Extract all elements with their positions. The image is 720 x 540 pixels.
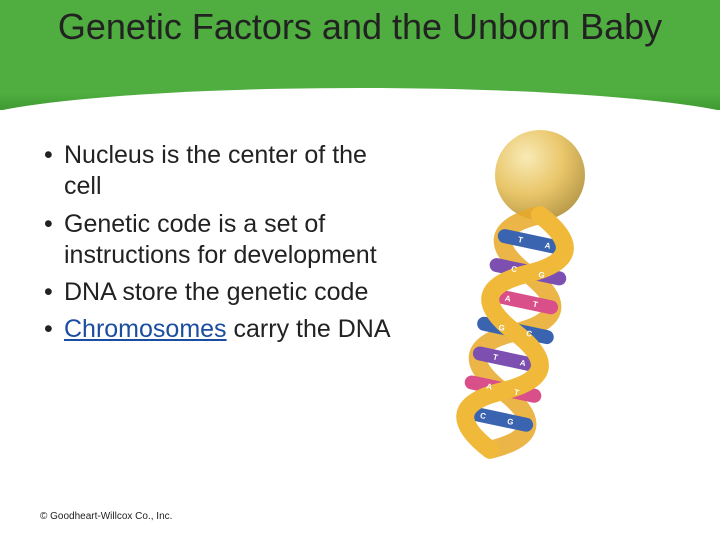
- bullet-item: Genetic code is a set of instructions fo…: [40, 209, 400, 272]
- bullet-item: Nucleus is the center of the cell: [40, 140, 400, 203]
- content-area: Nucleus is the center of the cell Geneti…: [40, 140, 400, 352]
- bullet-text: Nucleus is the center of the cell: [64, 141, 367, 200]
- bullet-list: Nucleus is the center of the cell Geneti…: [40, 140, 400, 346]
- bullet-text: Genetic code is a set of instructions fo…: [64, 210, 377, 269]
- dna-figure: TA CG AT GC TA AT CG: [420, 120, 680, 480]
- bullet-text: carry the DNA: [227, 315, 391, 343]
- bullet-item: Chromosomes carry the DNA: [40, 314, 400, 345]
- bullet-text: DNA store the genetic code: [64, 278, 368, 306]
- copyright-text: © Goodheart-Willcox Co., Inc.: [40, 511, 172, 522]
- slide: Genetic Factors and the Unborn Baby Nucl…: [0, 0, 720, 540]
- bullet-item: DNA store the genetic code: [40, 277, 400, 308]
- bullet-link[interactable]: Chromosomes: [64, 315, 227, 343]
- slide-title: Genetic Factors and the Unborn Baby: [0, 6, 720, 47]
- dna-svg: TA CG AT GC TA AT CG: [420, 120, 680, 480]
